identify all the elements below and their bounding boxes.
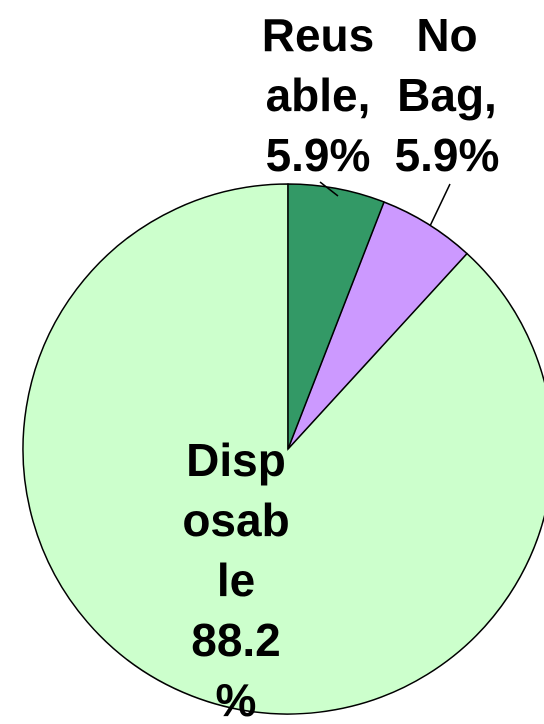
slice-label: No Bag, 5.9% <box>387 5 507 185</box>
pie-slice <box>287 183 385 450</box>
category-label: No Bag, <box>397 9 497 121</box>
slice-label: Reusable, 5.9% <box>258 5 378 185</box>
leader-line <box>319 181 339 197</box>
category-label: Disposable <box>182 434 290 606</box>
leader-line <box>429 183 451 227</box>
category-label: Reusable, <box>261 9 375 121</box>
value-label: 5.9% <box>265 129 371 181</box>
value-label: 5.9% <box>394 129 500 181</box>
value-label: 88.2% <box>191 614 281 724</box>
pie-slice <box>22 183 544 715</box>
slice-label: Disposable 88.2% <box>180 430 292 724</box>
